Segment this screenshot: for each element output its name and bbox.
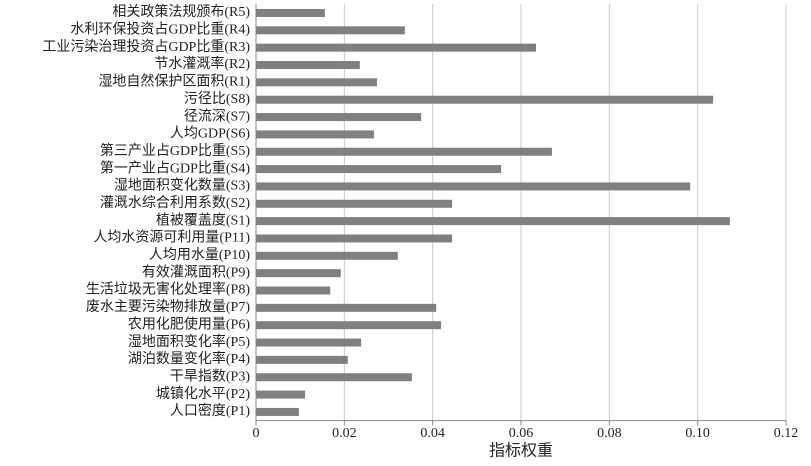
x-tick-label: 0.04 [420,426,445,441]
y-tick-label: 人均水资源可利用量(P11) [93,230,250,246]
bar [256,182,691,191]
y-tick-label: 径流深(S7) [184,108,250,124]
x-axis-label: 指标权重 [489,442,553,460]
x-tick-label: 0 [253,426,260,441]
bar [256,217,730,226]
bar [256,8,325,17]
bar [256,407,299,416]
bar [256,130,374,139]
y-tick-label: 节水灌溉率(R2) [154,55,250,72]
y-tick-label: 植被覆盖度(S1) [156,212,250,228]
y-tick-label: 工业污染治理投资占GDP比重(R3) [42,39,250,55]
bar [256,251,398,260]
y-tick-label: 生活垃圾无害化处理率(P8) [86,281,250,298]
y-tick-label: 湿地面积变化数量(S3) [114,178,250,194]
bar [256,95,714,104]
y-tick-label: 城镇化水平(P2) [156,386,250,402]
y-tick-label: 人均用水量(P10) [149,247,250,263]
y-tick-label: 水利环保投资占GDP比重(R4) [70,22,250,38]
y-tick-label: 废水主要污染物排放量(P7) [86,299,250,315]
x-tick-label: 0.12 [774,426,799,441]
y-tick-label: 干旱指数(P3) [170,368,250,384]
bar [256,165,502,174]
bar [256,321,442,330]
y-tick-label: 污径比(S8) [184,91,250,107]
y-tick-label: 人均GDP(S6) [170,126,250,142]
y-tick-label: 第一产业占GDP比重(S4) [100,159,250,176]
bar [256,303,437,312]
y-tick-label: 湖泊数量变化率(P4) [128,350,250,367]
bar [256,78,378,87]
x-tick-label: 0.06 [509,426,534,441]
bar [256,390,306,399]
bar [256,269,341,278]
y-tick-label: 灌溉水综合利用系数(S2) [100,195,250,211]
bar [256,199,453,208]
bar [256,234,453,243]
y-tick-label: 有效灌溉面积(P9) [142,264,250,280]
bar [256,61,360,70]
bar [256,43,537,52]
bar [256,26,405,35]
bar [256,113,422,122]
y-tick-label: 第三产业占GDP比重(S5) [100,142,250,159]
y-tick-label: 湿地自然保护区面积(R1) [98,73,250,90]
x-tick-label: 0.02 [332,426,357,441]
bar [256,147,552,156]
bar [256,355,348,364]
x-tick-label: 0.10 [685,426,710,441]
y-tick-label: 湿地面积变化率(P5) [128,333,250,350]
bar [256,286,331,295]
bar [256,338,362,347]
y-tick-label: 农用化肥使用量(P6) [128,315,250,332]
bar [256,373,412,382]
x-tick-label: 0.08 [597,426,622,441]
y-tick-label: 相关政策法规颁布(R5) [112,3,250,20]
y-tick-label: 人口密度(P1) [170,402,250,419]
